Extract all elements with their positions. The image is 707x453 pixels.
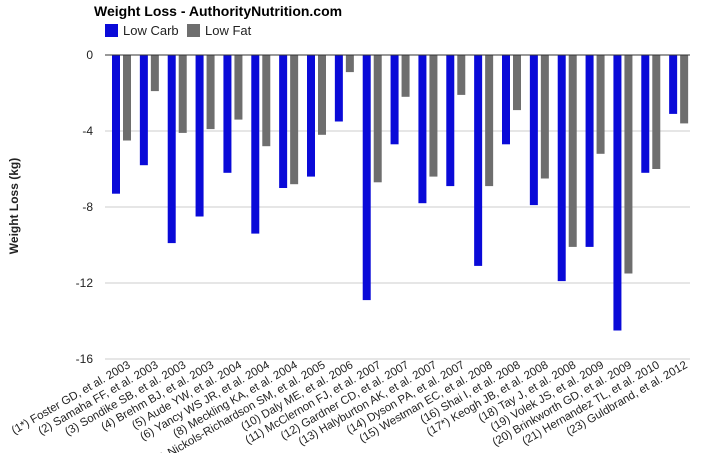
bar-low-carb — [529, 55, 538, 206]
bar-low-carb — [362, 55, 371, 301]
bar-low-carb — [307, 55, 315, 177]
y-tick-label: -8 — [82, 200, 93, 214]
bar-low-fat — [624, 55, 633, 274]
bar-low-fat — [485, 55, 494, 187]
y-tick-label: -16 — [76, 352, 94, 366]
bar-low-fat — [457, 55, 466, 95]
bar-low-carb — [167, 55, 176, 244]
bar-low-carb — [279, 55, 288, 188]
y-axis-ticks: 0 -4 -8 -12 -16 — [76, 48, 94, 366]
bar-low-fat — [234, 55, 243, 120]
bar-low-fat — [206, 55, 215, 130]
bar-low-carb — [334, 55, 343, 122]
bar-low-fat — [429, 55, 438, 177]
bar-low-fat — [680, 55, 689, 124]
bar-low-carb — [223, 55, 232, 173]
bar-low-carb — [446, 55, 455, 187]
legend-swatch-low-fat — [187, 24, 200, 37]
bar-low-fat — [318, 55, 326, 135]
bar-low-carb — [641, 55, 650, 173]
bar-low-carb — [613, 55, 622, 331]
bars — [105, 54, 690, 331]
bar-low-fat — [596, 55, 605, 154]
bar-low-fat — [513, 55, 521, 111]
bar-low-carb — [112, 55, 120, 194]
bar-low-carb — [195, 55, 204, 217]
bar-low-fat — [123, 55, 131, 141]
bar-low-carb — [669, 55, 678, 114]
legend-swatch-low-carb — [105, 24, 118, 37]
gridlines — [105, 130, 690, 360]
bar-low-carb — [585, 55, 594, 247]
y-tick-label: -4 — [82, 124, 93, 138]
bar-low-carb — [418, 55, 427, 204]
y-axis-label: Weight Loss (kg) — [7, 158, 21, 254]
legend-label-low-carb: Low Carb — [123, 23, 179, 38]
chart-title: Weight Loss - AuthorityNutrition.com — [94, 3, 342, 19]
legend-label-low-fat: Low Fat — [205, 23, 252, 38]
bar-low-fat — [150, 55, 159, 92]
bar-low-fat — [262, 55, 271, 147]
bar-low-fat — [373, 55, 382, 183]
bar-low-fat — [345, 55, 354, 73]
bar-low-fat — [652, 55, 661, 169]
bar-low-carb — [502, 55, 510, 145]
bar-low-carb — [557, 55, 566, 282]
y-tick-label: -12 — [76, 276, 94, 290]
bar-low-carb — [390, 55, 399, 145]
bar-low-carb — [251, 55, 260, 234]
bar-low-fat — [178, 55, 187, 133]
bar-low-carb — [139, 55, 148, 166]
bar-low-carb — [474, 55, 483, 266]
legend: Low Carb Low Fat — [105, 23, 252, 38]
bar-low-fat — [401, 55, 410, 97]
x-axis-category-labels: (1*) Foster GD, et al. 2003(2) Samaha FF… — [10, 359, 690, 453]
bar-low-fat — [290, 55, 299, 185]
y-tick-label: 0 — [86, 48, 93, 62]
bar-low-fat — [568, 55, 577, 247]
bar-low-fat — [540, 55, 549, 179]
